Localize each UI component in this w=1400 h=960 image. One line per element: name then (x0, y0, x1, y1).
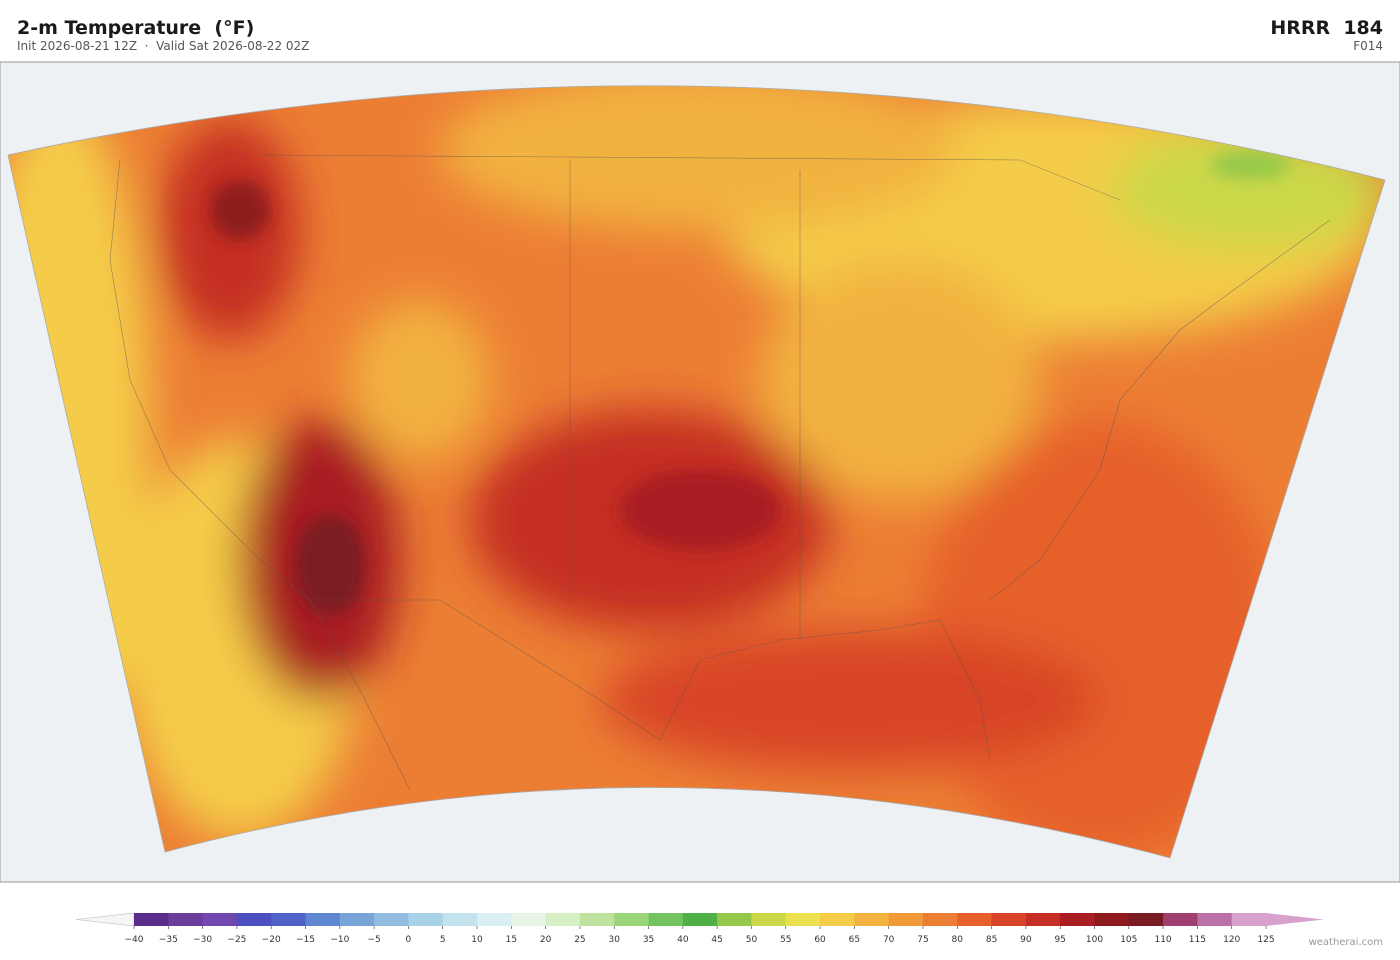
colorbar-tick-label: 75 (917, 935, 928, 945)
colorbar-tick-label: 70 (883, 935, 895, 945)
colorbar-segment (922, 913, 958, 926)
colorbar-tick-label: −35 (159, 935, 178, 945)
colorbar-under (75, 912, 135, 927)
colorbar-tick-label: 105 (1120, 935, 1137, 945)
colorbar-segment (339, 913, 375, 926)
colorbar-segment (1163, 913, 1198, 926)
colorbar-segment (305, 913, 341, 926)
colorbar-tick-label: −10 (330, 935, 349, 945)
colorbar-segment (1060, 913, 1095, 926)
colorbar-segment (751, 913, 787, 926)
colorbar-segment (236, 913, 272, 926)
model-label: HRRR 184 (1270, 17, 1383, 39)
colorbar-tick-label: 30 (609, 935, 621, 945)
colorbar-segment (1231, 913, 1267, 926)
colorbar-segment (717, 913, 752, 926)
colorbar-tick-label: 20 (540, 935, 552, 945)
colorbar-tick-label: 80 (952, 935, 964, 945)
colorbar-tick-label: 15 (506, 935, 517, 945)
colorbar-segment (648, 913, 684, 926)
colorbar-segment (134, 913, 169, 926)
colorbar-segment (442, 913, 478, 926)
colorbar-segment (854, 913, 890, 926)
colorbar-segment (991, 913, 1027, 926)
colorbar-tick-label: 5 (440, 935, 446, 945)
colorbar-tick-label: 0 (406, 935, 412, 945)
colorbar-over (1266, 913, 1324, 926)
map-title: 2-m Temperature (°F) (17, 17, 254, 39)
colorbar-segment (1128, 913, 1164, 926)
colorbar-tick-label: 55 (780, 935, 791, 945)
colorbar-tick-label: 110 (1154, 935, 1171, 945)
colorbar-tick-label: 115 (1189, 935, 1206, 945)
colorbar-tick-label: 60 (814, 935, 826, 945)
colorbar-segment (1094, 913, 1130, 926)
map (0, 61, 1400, 883)
colorbar-tick-label: 35 (643, 935, 654, 945)
colorbar-segment (614, 913, 649, 926)
colorbar-tick-label: −30 (193, 935, 212, 945)
colorbar-segment (579, 913, 615, 926)
colorbar-segment (374, 913, 409, 926)
colorbar-tick-label: 45 (711, 935, 722, 945)
colorbar-tick-label: 90 (1020, 935, 1032, 945)
colorbar-tick-label: 120 (1223, 935, 1240, 945)
colorbar-segment (545, 913, 581, 926)
colorbar-segment (168, 913, 204, 926)
colorbar-segment (820, 913, 855, 926)
colorbar-segment (271, 913, 306, 926)
colorbar-tick-label: 65 (849, 935, 860, 945)
credit: weatherai.com (1309, 937, 1383, 948)
colorbar-segment (202, 913, 238, 926)
colorbar: −40 −35 −30 −25 −20 −15 −10 −5 0 5 10 15 20 25 30 35 40 4… (75, 912, 1324, 945)
colorbar-segment (511, 913, 547, 926)
colorbar-tick-label: −25 (227, 935, 246, 945)
colorbar-segment (957, 913, 992, 926)
colorbar-tick-label: −15 (296, 935, 315, 945)
colorbar-tick-label: 125 (1257, 935, 1274, 945)
colorbar-tick-label: 25 (574, 935, 585, 945)
colorbar-tick-label: −20 (262, 935, 281, 945)
colorbar-tick-label: 40 (677, 935, 689, 945)
colorbar-tick-label: 100 (1086, 935, 1103, 945)
colorbar-tick-label: 10 (471, 935, 483, 945)
colorbar-tick-label: 50 (746, 935, 758, 945)
forecast-hour: F014 (1353, 39, 1383, 53)
colorbar-tick-label: 95 (1054, 935, 1065, 945)
colorbar-segment (477, 913, 512, 926)
colorbar-segment (785, 913, 821, 926)
colorbar-segment (1197, 913, 1233, 926)
colorbar-tick-label: −5 (367, 935, 380, 945)
colorbar-segment (408, 913, 444, 926)
colorbar-segment (682, 913, 718, 926)
colorbar-tick-label: 85 (986, 935, 997, 945)
colorbar-tick-label: −40 (125, 935, 144, 945)
map-subtitle: Init 2026-08-21 12Z · Valid Sat 2026-08-… (17, 39, 309, 53)
colorbar-segment (1025, 913, 1061, 926)
colorbar-segment (888, 913, 924, 926)
